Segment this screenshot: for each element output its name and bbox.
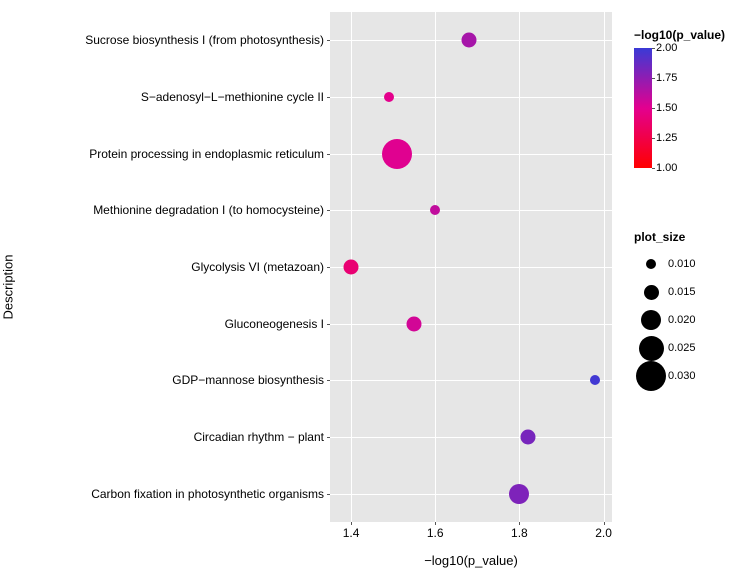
data-point [384, 92, 394, 102]
y-tick-label: Carbon fixation in photosynthetic organi… [91, 487, 330, 501]
gridline-horizontal [330, 494, 612, 495]
plot-panel: 1.41.61.82.0Sucrose biosynthesis I (from… [330, 12, 612, 522]
data-point [407, 316, 422, 331]
chart-container: Description 1.41.61.82.0Sucrose biosynth… [0, 0, 750, 574]
y-tick-label: Protein processing in endoplasmic reticu… [89, 147, 330, 161]
y-tick-label: S−adenosyl−L−methionine cycle II [141, 90, 330, 104]
colorbar-tick-label: 2.00 [656, 42, 677, 54]
data-point [461, 33, 476, 48]
gridline-horizontal [330, 324, 612, 325]
y-tick-label: GDP−mannose biosynthesis [172, 373, 330, 387]
colorbar-tick-label: 1.25 [656, 132, 677, 144]
gridline-horizontal [330, 210, 612, 211]
data-point [382, 139, 412, 169]
data-point [520, 430, 535, 445]
size-swatch [636, 361, 666, 391]
size-legend-label: 0.015 [668, 286, 696, 298]
colorbar-ticks: 1.001.251.501.752.00 [652, 48, 692, 168]
x-tick-label: 1.4 [343, 522, 360, 540]
size-swatch [639, 336, 664, 361]
size-legend-row: 0.025 [634, 334, 696, 362]
gridline-horizontal [330, 154, 612, 155]
size-legend-label: 0.010 [668, 258, 696, 270]
size-legend-title: plot_size [634, 230, 696, 244]
gridline-horizontal [330, 437, 612, 438]
y-tick-label: Sucrose biosynthesis I (from photosynthe… [85, 33, 330, 47]
y-tick-label: Circadian rhythm − plant [194, 430, 330, 444]
y-tick-label: Methionine degradation I (to homocystein… [93, 203, 330, 217]
x-tick-label: 1.6 [427, 522, 444, 540]
colorbar [634, 48, 652, 168]
gridline-horizontal [330, 97, 612, 98]
gridline-horizontal [330, 267, 612, 268]
gridline-horizontal [330, 380, 612, 381]
size-legend-row: 0.020 [634, 306, 696, 334]
size-swatch [644, 285, 659, 300]
colorbar-tick-label: 1.00 [656, 162, 677, 174]
size-legend-row: 0.015 [634, 278, 696, 306]
size-legend-label: 0.020 [668, 314, 696, 326]
color-legend-title: −log10(p_value) [634, 28, 725, 42]
x-tick-label: 2.0 [595, 522, 612, 540]
colorbar-tick-label: 1.75 [656, 72, 677, 84]
size-legend-label: 0.030 [668, 370, 696, 382]
size-legend-label: 0.025 [668, 342, 696, 354]
data-point [590, 375, 600, 385]
data-point [344, 260, 359, 275]
y-tick-label: Gluconeogenesis I [225, 317, 330, 331]
data-point [430, 205, 440, 215]
data-point [509, 484, 529, 504]
size-legend: plot_size 0.010 0.015 0.020 0.025 0.030 [634, 230, 696, 390]
size-swatch [641, 310, 661, 330]
color-legend: −log10(p_value) 1.001.251.501.752.00 [634, 28, 725, 168]
colorbar-tick-label: 1.50 [656, 102, 677, 114]
x-tick-label: 1.8 [511, 522, 528, 540]
y-axis-label: Description [1, 254, 16, 319]
size-swatch [646, 259, 656, 269]
size-legend-row: 0.010 [634, 250, 696, 278]
y-tick-label: Glycolysis VI (metazoan) [191, 260, 330, 274]
size-legend-row: 0.030 [634, 362, 696, 390]
x-axis-label: −log10(p_value) [330, 553, 612, 568]
